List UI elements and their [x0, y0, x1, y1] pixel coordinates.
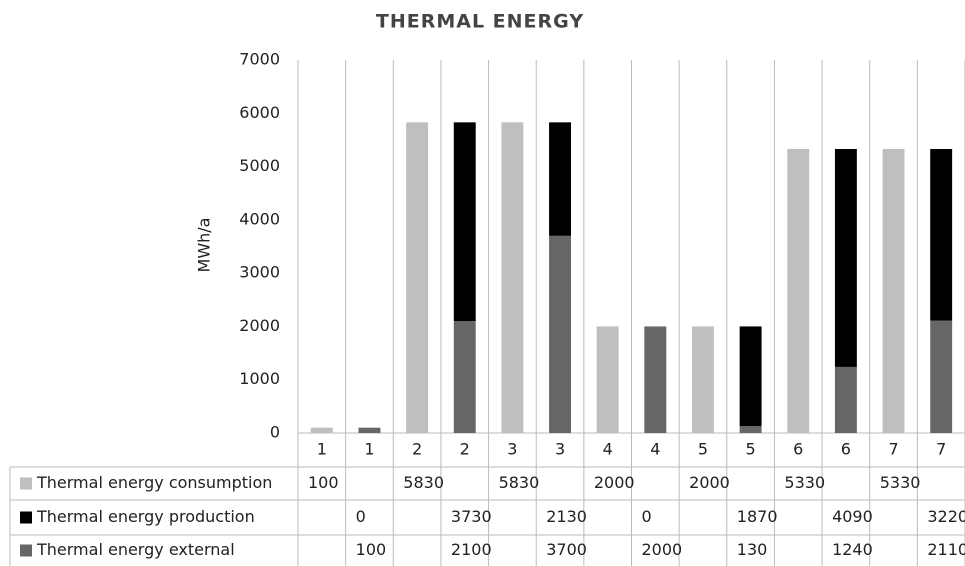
table-value: 1870 [737, 507, 778, 526]
y-tick-label: 5000 [239, 156, 280, 175]
x-tick-label: 3 [555, 440, 565, 459]
table-value: 100 [308, 473, 339, 492]
y-axis-label: MWh/a [195, 218, 214, 273]
table-value: 3730 [451, 507, 492, 526]
x-tick-label: 7 [936, 440, 946, 459]
bar [358, 427, 381, 433]
bar [549, 122, 571, 236]
x-tick-label: 2 [460, 440, 470, 459]
table-value: 2100 [451, 540, 492, 559]
bar [930, 320, 953, 433]
table-value: 4090 [832, 507, 873, 526]
bar [549, 235, 571, 433]
table-value: 2000 [642, 540, 683, 559]
legend-swatch [20, 511, 32, 524]
table-value: 0 [356, 507, 366, 526]
x-tick-label: 7 [888, 440, 898, 459]
x-tick-label: 5 [698, 440, 708, 459]
table-value: 5330 [880, 473, 921, 492]
legend-swatch [20, 477, 32, 490]
table-value: 3220 [927, 507, 965, 526]
bar [310, 427, 333, 433]
x-tick-label: 1 [364, 440, 374, 459]
x-tick-label: 4 [650, 440, 660, 459]
bar [882, 148, 905, 434]
legend-label: Thermal energy external [36, 540, 235, 559]
bar [644, 326, 667, 433]
table-value: 1240 [832, 540, 873, 559]
y-tick-label: 6000 [239, 103, 280, 122]
x-tick-label: 5 [746, 440, 756, 459]
legend-swatch [20, 544, 32, 557]
bar [596, 326, 619, 433]
x-tick-label: 3 [507, 440, 517, 459]
bar [787, 148, 810, 434]
table-value: 5830 [403, 473, 444, 492]
bar [692, 326, 714, 433]
table-value: 5330 [784, 473, 825, 492]
bar [453, 122, 476, 322]
bar [406, 122, 429, 433]
x-tick-label: 1 [317, 440, 327, 459]
legend-label: Thermal energy consumption [36, 473, 272, 492]
y-tick-label: 2000 [239, 316, 280, 335]
table-value: 2130 [546, 507, 587, 526]
y-tick-label: 1000 [239, 369, 280, 388]
legend-label: Thermal energy production [36, 507, 255, 526]
table-value: 5830 [499, 473, 540, 492]
bar [834, 366, 857, 433]
x-tick-label: 2 [412, 440, 422, 459]
x-tick-label: 4 [603, 440, 613, 459]
table-value: 100 [356, 540, 387, 559]
bar [501, 122, 524, 433]
table-value: 130 [737, 540, 768, 559]
y-tick-label: 7000 [239, 50, 280, 69]
bar [739, 326, 762, 427]
y-tick-label: 4000 [239, 209, 280, 228]
table-value: 2000 [594, 473, 635, 492]
y-tick-label: 3000 [239, 263, 280, 282]
bar [930, 148, 953, 321]
bar [453, 321, 476, 433]
x-tick-label: 6 [793, 440, 803, 459]
x-tick-label: 6 [841, 440, 851, 459]
chart-title: THERMAL ENERGY [376, 11, 584, 33]
table-value: 0 [642, 507, 652, 526]
bar [739, 426, 762, 433]
table-value: 3700 [546, 540, 587, 559]
y-tick-label: 0 [270, 423, 280, 442]
table-value: 2110 [927, 540, 965, 559]
table-value: 2000 [689, 473, 730, 492]
bar [834, 148, 857, 367]
